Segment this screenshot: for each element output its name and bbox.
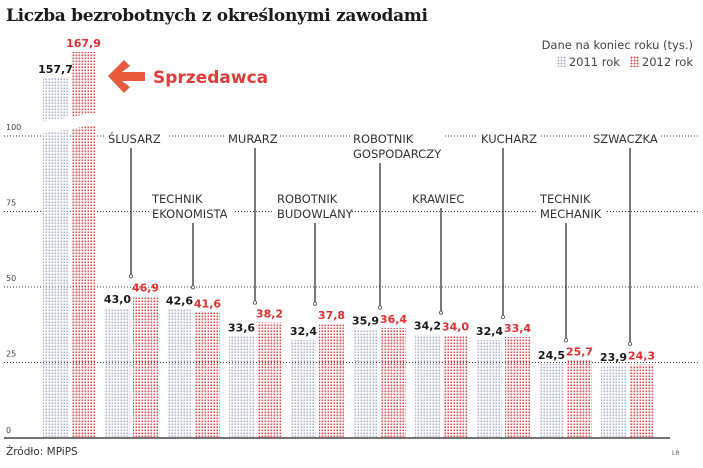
value-label: 33,6 (228, 322, 255, 335)
bar-2011 (167, 309, 192, 438)
bar-2012 (319, 323, 344, 438)
category-label: TECHNIK EKONOMISTA (151, 192, 228, 221)
label-background (409, 191, 471, 208)
label-background (149, 191, 235, 223)
legend-item-2011: 2011 rok (556, 55, 620, 69)
leader-dot (628, 341, 633, 346)
source-note: Źródło: MPiPS (6, 446, 78, 458)
bar-2011 (43, 78, 68, 438)
legend-swatch-2012 (629, 56, 639, 67)
legend-label-2011: 2011 rok (568, 55, 620, 69)
bar-2011 (601, 365, 626, 438)
leader-dot (564, 338, 569, 343)
value-label: 33,4 (504, 322, 531, 335)
bar-2012 (567, 360, 592, 438)
value-label: 46,9 (132, 281, 159, 294)
bar-2011 (229, 336, 254, 438)
bar-2011 (539, 364, 564, 438)
category-label: TECHNIK MECHANIK (539, 192, 602, 221)
label-background (225, 131, 279, 148)
bar-2012 (195, 312, 220, 438)
value-label: 42,6 (166, 294, 193, 307)
legend-label-2012: 2012 rok (641, 55, 693, 69)
bar-2011 (353, 329, 378, 438)
legend: 2011 rok 2012 rok (556, 55, 693, 69)
label-background (478, 131, 540, 148)
value-label: 25,7 (566, 345, 593, 358)
value-label: 43,0 (104, 293, 131, 306)
legend-swatch-2011 (556, 56, 566, 67)
leader-dot (252, 300, 257, 305)
bar-2012 (133, 296, 158, 438)
value-label: 24,3 (628, 350, 655, 363)
leader-dot (438, 310, 443, 315)
value-label: 24,5 (538, 349, 565, 362)
category-label: KUCHARZ (481, 132, 537, 146)
category-label: ROBOTNIK BUDOWLANY (277, 192, 354, 221)
chart-title: Liczba bezrobotnych z określonymi zawoda… (6, 6, 428, 26)
value-label: 167,9 (66, 37, 101, 50)
label-background (274, 191, 352, 223)
value-label: 36,4 (380, 313, 407, 326)
bar-2011 (291, 340, 316, 438)
category-label: ROBOTNIK GOSPODARCZY (353, 132, 442, 161)
leader-dot (128, 274, 133, 279)
axis-break (40, 112, 101, 134)
value-label: 34,2 (414, 320, 441, 333)
label-background (590, 131, 660, 148)
label-background (350, 131, 444, 163)
value-label: 34,0 (442, 320, 469, 333)
y-tick-label: 100 (6, 123, 21, 132)
highlight-label: Sprzedawca (153, 68, 268, 88)
value-label: 32,4 (290, 325, 317, 338)
value-label: 38,2 (256, 308, 283, 321)
leader-dot (190, 285, 195, 290)
y-tick-label: 75 (6, 199, 16, 208)
bar-2011 (105, 308, 130, 438)
arrow-icon (108, 60, 145, 93)
bar-2012 (381, 328, 406, 438)
leader-dot (377, 305, 382, 310)
leader-dot (312, 301, 317, 306)
value-label: 157,7 (38, 63, 73, 76)
category-label: MURARZ (228, 132, 278, 146)
bar-2012 (629, 364, 654, 438)
y-tick-label: 50 (6, 274, 16, 283)
legend-item-2012: 2012 rok (629, 55, 693, 69)
value-label: 23,9 (600, 351, 627, 364)
leader-dot (500, 315, 505, 320)
y-tick-label: 0 (6, 426, 11, 435)
value-label: 37,8 (318, 309, 345, 322)
category-label: SZWACZKA (593, 132, 658, 146)
bar-2012 (443, 335, 468, 438)
legend-title: Dane na koniec roku (tys.) (541, 38, 693, 52)
category-label: ŚLUSARZ (108, 131, 161, 146)
bar-2012 (257, 322, 282, 438)
bar-2011 (477, 340, 502, 438)
bar-2011 (415, 334, 440, 438)
credit: LR (672, 450, 680, 457)
value-label: 35,9 (352, 315, 379, 328)
bar-2012 (71, 52, 96, 438)
category-label: KRAWIEC (412, 192, 464, 206)
bar-2012 (505, 337, 530, 438)
value-label: 41,6 (194, 297, 221, 310)
y-tick-label: 25 (6, 350, 16, 359)
label-background (105, 131, 167, 148)
value-label: 32,4 (476, 325, 503, 338)
label-background (537, 191, 607, 223)
